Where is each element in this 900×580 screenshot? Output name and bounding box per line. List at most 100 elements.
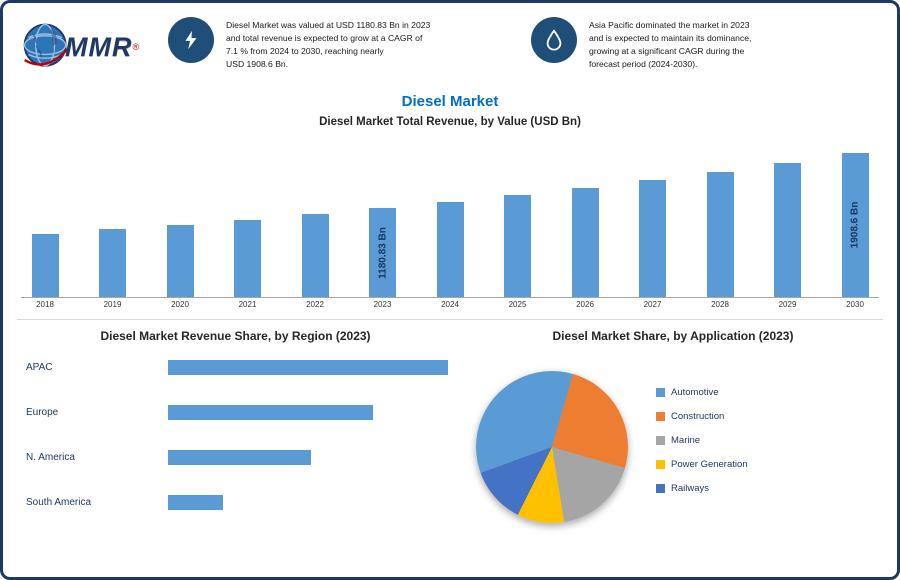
year-label: 2029 — [778, 300, 797, 309]
application-share-section: Diesel Market Share, by Application (202… — [458, 329, 888, 534]
legend-item: Automotive — [656, 387, 748, 398]
region-label: Europe — [26, 406, 59, 418]
logo-text: MMR — [65, 31, 133, 62]
revenue-bar — [706, 172, 734, 297]
revenue-bar — [99, 229, 126, 297]
fact-line: 7.1 % from 2024 to 2030, reaching nearly — [226, 45, 384, 56]
bar-value-label: 1908.6 Bn — [849, 201, 861, 249]
pie-legend: Automotive Construction Marine Power Genera… — [656, 387, 748, 507]
year-label: 2024 — [441, 300, 459, 309]
region-row: N. America — [18, 449, 453, 465]
legend-item: Construction — [656, 411, 748, 422]
bar-column — [430, 202, 470, 297]
legend-item: Marine — [656, 435, 748, 446]
fact-line: Asia Pacific dominated the market in 202… — [589, 20, 750, 30]
bar-column — [700, 172, 740, 297]
revenue-bar-chart: 1180.83 Bn 1908.6 Bn — [21, 138, 879, 298]
fact-line: Diesel Market was valued at USD 1180.83 … — [226, 20, 431, 30]
revenue-bar — [436, 202, 464, 297]
region-bar — [168, 404, 373, 420]
chart-subtitle: Diesel Market Total Revenue, by Value (U… — [319, 116, 581, 128]
region-label: N. America — [26, 451, 75, 463]
year-label: 2020 — [171, 300, 189, 309]
revenue-bar — [31, 234, 59, 297]
year-label: 2028 — [711, 300, 729, 309]
legend-swatch — [656, 460, 665, 469]
fact-line: forecast period (2024-2030). — [589, 58, 698, 69]
chart-title: Diesel Market — [401, 93, 499, 110]
pie-chart-title: Diesel Market Share, by Application (202… — [552, 329, 794, 343]
region-row: South America — [18, 494, 453, 510]
region-label: APAC — [26, 361, 53, 373]
legend-label: Construction — [671, 411, 725, 422]
fact-text: Asia Pacific dominated the market in 202… — [589, 17, 751, 71]
year-label: 2021 — [238, 300, 257, 309]
pie-chart-area: Automotive Construction Marine Power Genera… — [458, 359, 888, 534]
year-label: 2025 — [508, 300, 527, 309]
revenue-bar — [639, 180, 666, 297]
logo-registered-mark: ® — [132, 42, 140, 52]
fact-block-market-value: Diesel Market was valued at USD 1180.83 … — [168, 17, 473, 71]
legend-label: Automotive — [671, 387, 719, 398]
lightning-icon — [168, 17, 214, 63]
region-chart-title: Diesel Market Revenue Share, by Region (… — [100, 329, 371, 343]
bar-column: 1908.6 Bn — [835, 153, 875, 297]
region-label: South America — [26, 496, 92, 508]
bar-column — [768, 163, 808, 297]
fact-line: growing at a significant CAGR during the — [589, 45, 745, 56]
revenue-bar — [504, 195, 531, 297]
bar-column — [498, 195, 538, 297]
legend-swatch — [656, 388, 665, 397]
fact-line: USD 1908.6 Bn. — [226, 58, 289, 69]
bar-column: 1180.83 Bn — [363, 208, 403, 297]
fact-line: and is expected to maintain its dominanc… — [589, 32, 752, 43]
bar-column — [565, 188, 605, 297]
revenue-bar — [234, 220, 261, 297]
revenue-bar: 1180.83 Bn — [369, 208, 396, 297]
section-divider — [17, 319, 883, 320]
revenue-bar — [571, 188, 599, 297]
legend-label: Power Generation — [671, 459, 748, 470]
legend-label: Marine — [671, 435, 701, 446]
fact-text: Diesel Market was valued at USD 1180.83 … — [226, 17, 430, 71]
year-label: 2027 — [643, 300, 662, 309]
revenue-bar — [166, 225, 194, 297]
year-label: 2030 — [846, 300, 864, 309]
revenue-bar — [774, 163, 801, 297]
bar-column — [160, 225, 200, 297]
year-label: 2026 — [576, 300, 594, 309]
legend-swatch — [656, 412, 665, 421]
year-axis: 2018 2019 2020 2021 2022 2023 2024 2025 2026 2027… — [21, 300, 879, 314]
mmr-logo: MMR ® — [19, 11, 169, 83]
revenue-bar — [301, 214, 329, 297]
bar-column — [228, 220, 268, 297]
bar-column — [295, 214, 335, 297]
region-hbar-chart: APAC Europe N. America South America — [18, 359, 453, 510]
application-pie-chart — [476, 371, 628, 523]
bar-column — [93, 229, 133, 297]
region-bar — [168, 494, 223, 510]
legend-swatch — [656, 484, 665, 493]
region-share-section: Diesel Market Revenue Share, by Region (… — [18, 329, 453, 539]
region-row: APAC — [18, 359, 453, 375]
year-label: 2019 — [103, 300, 122, 309]
revenue-bar: 1908.6 Bn — [841, 153, 869, 297]
year-label: 2023 — [373, 300, 392, 309]
legend-label: Railways — [671, 483, 710, 494]
globe-icon — [23, 23, 71, 67]
bar-value-label: 1180.83 Bn — [377, 226, 388, 279]
region-row: Europe — [18, 404, 453, 420]
legend-swatch — [656, 436, 665, 445]
year-label: 2022 — [306, 300, 324, 309]
year-label: 2018 — [36, 300, 54, 309]
fact-line: and total revenue is expected to grow at… — [226, 32, 423, 43]
droplet-icon — [531, 17, 577, 63]
region-bar — [168, 449, 311, 465]
bar-column — [633, 180, 673, 297]
fact-block-region: Asia Pacific dominated the market in 202… — [531, 17, 881, 71]
legend-item: Railways — [656, 483, 748, 494]
legend-item: Power Generation — [656, 459, 748, 470]
bar-column — [25, 234, 65, 297]
region-bar — [168, 359, 448, 375]
